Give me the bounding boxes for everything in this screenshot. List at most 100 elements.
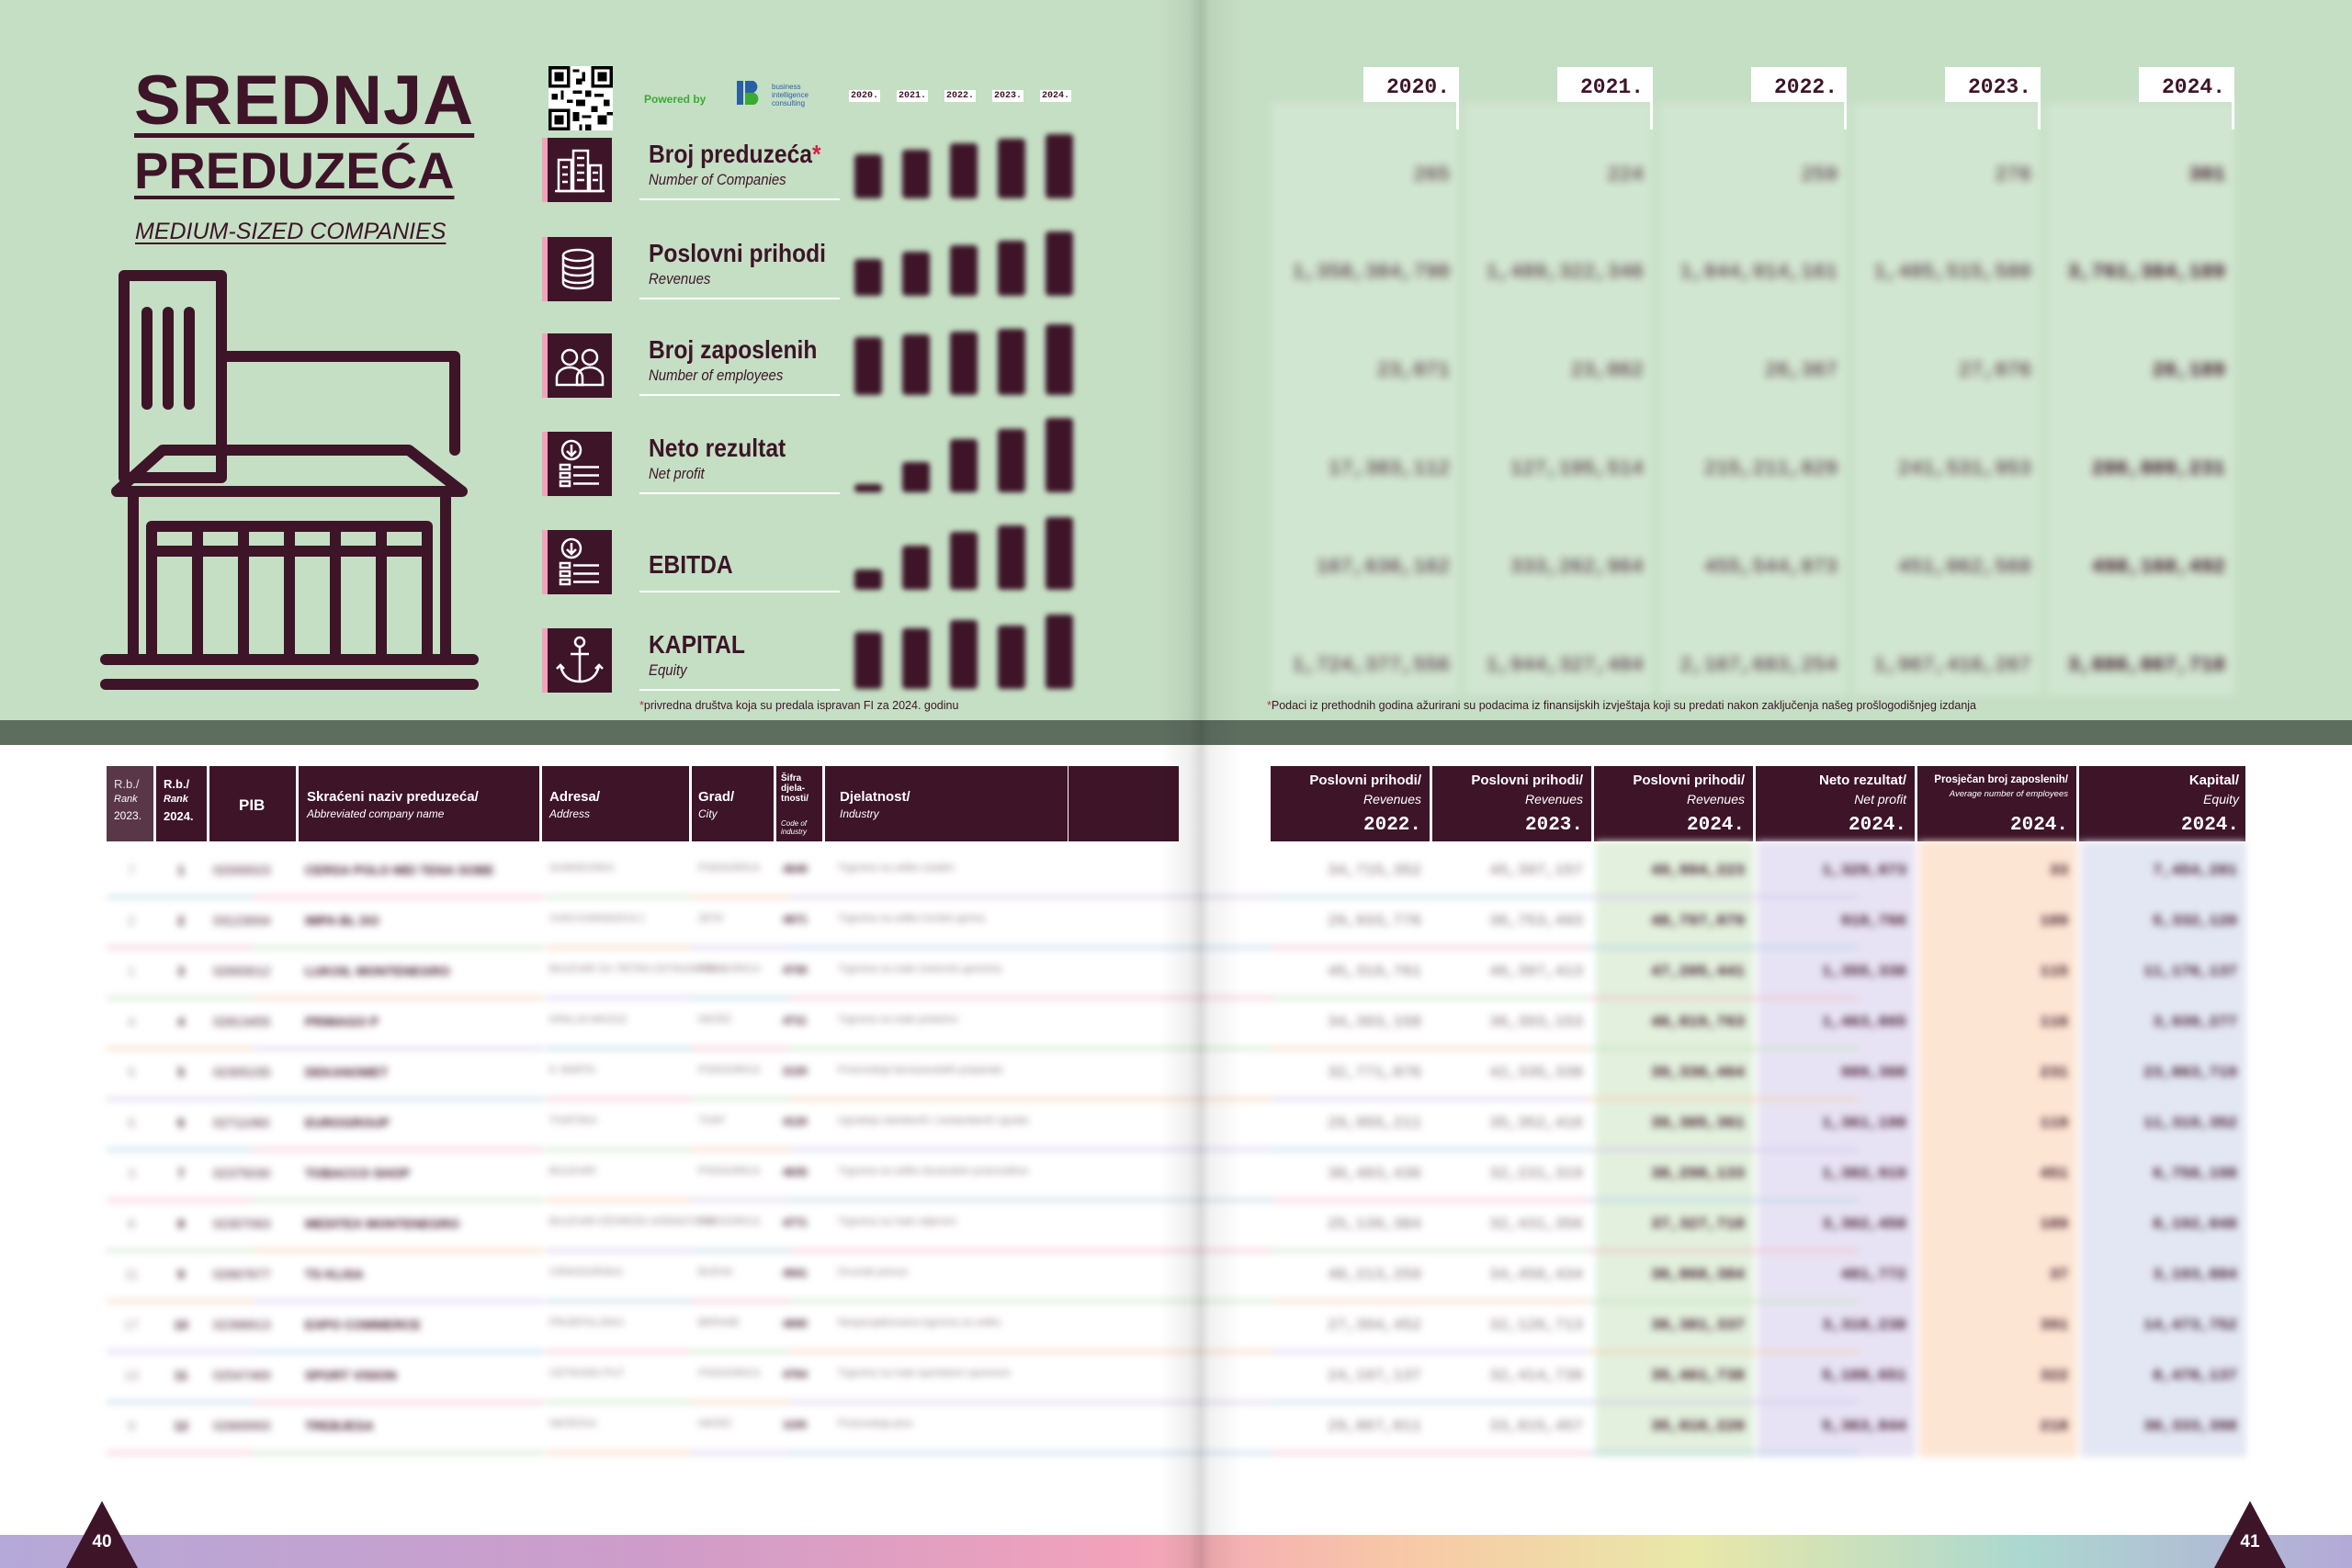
metric-value: 451,062,568: [1897, 556, 2031, 579]
value-cell: 37,327,718: [1650, 1216, 1745, 1234]
mini-bar: [950, 439, 978, 492]
value-cell: 7,454,281: [2153, 863, 2237, 880]
city-cell: PODGORICA: [698, 1368, 761, 1379]
table-row[interactable]: 3 7 02375030 TOBACCO SHOP BULEVAR PODGORICA 46…: [0, 1158, 2352, 1209]
header-rank-current: R.b./: [164, 777, 190, 791]
metric-title: KAPITAL: [649, 630, 745, 659]
header-metric-label: Poslovni prihodi/: [1471, 773, 1583, 788]
mini-year-label: 2022.: [944, 90, 976, 102]
metric-underline: [639, 689, 840, 691]
industry-cell: Trgovina na veliko ostalim: [838, 863, 955, 874]
row-separator: [1272, 1047, 1589, 1050]
table-row[interactable]: 5 5 02305155 DEKANOMET 8. MARTA PODGORICA 2120…: [0, 1057, 2352, 1108]
value-column: [2047, 103, 2234, 695]
metric-values-grid: 265 224 259 276 301 1,358,384,790 1,489,322,34…: [1222, 103, 2249, 695]
header-metric-label: Kapital/: [2188, 773, 2239, 788]
value-cell: 25,139,304: [1327, 1216, 1421, 1234]
value-cell: 29,933,776: [1327, 913, 1421, 931]
mini-bar: [950, 143, 978, 198]
row-separator: [254, 1300, 544, 1303]
mini-bar: [854, 570, 882, 590]
row-separator: [1272, 1451, 1589, 1454]
row-separator: [107, 1098, 254, 1100]
mini-bar: [950, 532, 978, 590]
metric-title: EBITDA: [649, 550, 733, 579]
row-separator: [107, 1047, 254, 1050]
value-cell: 11,176,137: [2143, 964, 2237, 981]
year-tab: 2022.: [1751, 67, 1847, 130]
rank-current: 11: [174, 1368, 188, 1382]
powered-by-label: Powered by: [644, 93, 707, 106]
table-row[interactable]: 2 2 03123004 IMPA BL DO VUKA KARADZICA 1 ZETA…: [0, 906, 2352, 956]
table-row[interactable]: 7 1 02000023 CERSA POLO MEI TENA SOBE SUMADI…: [0, 855, 2352, 906]
table-row[interactable]: 11 9 02667677 TS KLISA CRNOGORSKA BUDVA 4941 Dr…: [0, 1259, 2352, 1310]
table-header-left: R.b./ Rank 2023. R.b./ Rank 2024. PIB Sk…: [107, 766, 1070, 841]
pib-cell: 02813455: [213, 1014, 271, 1029]
divider-band: [0, 720, 2352, 745]
metric-value: 17,383,112: [1328, 457, 1450, 480]
metric-subtitle: Equity: [649, 661, 687, 679]
year-tab: 2023.: [1945, 67, 2041, 130]
row-separator: [1272, 896, 1589, 898]
table-row[interactable]: 4 4 02813455 PRIMAGO P KRALJA NIKOLE NIKŠIĆ 47…: [0, 1007, 2352, 1057]
page-number-marker-right: [2214, 1501, 2286, 1568]
metric-value: 1,967,416,267: [1873, 654, 2031, 677]
rank-prev: 5: [128, 1065, 135, 1079]
qr-code-icon[interactable]: [548, 66, 613, 130]
address-cell: PRIJEPOLJSKA: [549, 1317, 624, 1328]
mini-bar: [902, 462, 930, 492]
bic-logo-icon: [737, 81, 759, 105]
mini-bar: [1046, 231, 1073, 296]
value-cell: 34,456,434: [1488, 1267, 1583, 1284]
table-header-right: Poslovni prihodi/Revenues 2022. Poslovni p…: [1271, 766, 2245, 841]
address-cell: VUKA KARADZICA 1: [549, 913, 645, 924]
mini-bar: [1046, 324, 1073, 395]
industry-cell: Trgovina na malo odjećom: [838, 1216, 957, 1227]
value-cell: 35,016,220: [1650, 1418, 1745, 1436]
company-name-cell: TS KLISA: [305, 1267, 364, 1281]
table-row[interactable]: 13 11 02547469 SPORT VISION CETINJSKI PUT POD…: [0, 1360, 2352, 1411]
year-tab: 2021.: [1557, 67, 1653, 130]
value-cell: 1,463,865: [1822, 1014, 1906, 1032]
mini-bar: [854, 337, 882, 395]
table-row[interactable]: 8 8 02307063 MEDITEX MONTENEGRO BULEVAR DŽOR…: [0, 1209, 2352, 1259]
metric-value: 3,761,384,189: [2067, 261, 2225, 284]
industry-cell: Trgovina na malo pretežno: [838, 1014, 958, 1025]
industry-cell: Nespecijalizovana trgovina na veliko: [838, 1317, 1001, 1328]
value-cell: 5,363,844: [1822, 1418, 1906, 1436]
row-separator: [1272, 1098, 1589, 1100]
mini-bar: [902, 546, 930, 590]
download-list-icon: [542, 432, 612, 496]
header-metric-label: Neto rezultat/: [1818, 773, 1906, 788]
header-metric-sub: Revenues: [1524, 792, 1583, 807]
value-cell: 49,994,223: [1650, 863, 1745, 880]
row-separator: [254, 1249, 544, 1252]
value-cell: 115: [2040, 964, 2068, 981]
page-title-line2: PREDUZEĆA: [134, 141, 455, 199]
metric-value: 1,485,515,580: [1873, 261, 2031, 284]
rank-prev: 1: [128, 964, 135, 978]
metric-value: 498,160,492: [2091, 556, 2225, 579]
table-row[interactable]: 1 3 02693012 LUKOIL MONTENEGRO BULEVAR SV. P…: [0, 956, 2352, 1007]
value-cell: 918,766: [1840, 913, 1906, 931]
metric-value: 265: [1413, 164, 1450, 186]
value-cell: 38,298,133: [1650, 1166, 1745, 1183]
rank-current: 12: [174, 1418, 188, 1433]
year-tab: 2024.: [2139, 67, 2234, 130]
table-row[interactable]: 9 12 02669993 TREBJESA NIKŠIĆKA NIKŠIĆ 1105 Pro…: [0, 1411, 2352, 1461]
value-cell: 36,868,384: [1650, 1267, 1745, 1284]
value-cell: 8,192,048: [2153, 1216, 2237, 1234]
metric-underline: [639, 198, 840, 200]
mini-bar: [854, 154, 882, 198]
table-row[interactable]: 6 6 02711060 EUROGROUP TIVATSKA TIVAT 4120 Izgr…: [0, 1108, 2352, 1158]
rank-prev: 2: [128, 913, 135, 928]
value-cell: 34,715,352: [1327, 863, 1421, 880]
pib-cell: 02000023: [213, 863, 271, 877]
table-row[interactable]: 17 10 02398913 EXPO COMMERCE PRIJEPOLJSKA BER…: [0, 1310, 2352, 1360]
value-cell: 231: [2040, 1065, 2068, 1082]
header-metric-sub: Net profit: [1854, 792, 1906, 807]
row-separator: [254, 1350, 544, 1353]
value-cell: 5,188,651: [1822, 1368, 1906, 1385]
metric-value: 276: [1995, 164, 2031, 186]
value-cell: 32,431,356: [1488, 1216, 1583, 1234]
